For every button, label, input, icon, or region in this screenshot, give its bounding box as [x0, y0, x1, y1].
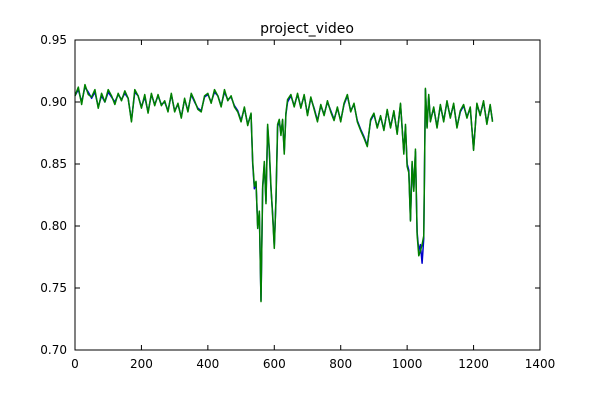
x-axis: 0 200 400 600 800 1000 1200 1400	[71, 40, 555, 371]
y-axis: 0.70 0.75 0.80 0.85 0.90 0.95	[40, 33, 540, 357]
y-tick-label: 0.75	[40, 281, 67, 295]
y-tick-label: 0.70	[40, 343, 67, 357]
y-tick-label: 0.95	[40, 33, 67, 47]
x-tick-label: 200	[130, 357, 153, 371]
x-tick-label: 1400	[525, 357, 556, 371]
x-tick-label: 400	[196, 357, 219, 371]
x-tick-label: 0	[71, 357, 79, 371]
x-tick-label: 800	[329, 357, 352, 371]
y-tick-label: 0.90	[40, 95, 67, 109]
series-line-2	[74, 83, 494, 303]
y-tick-label: 0.85	[40, 157, 67, 171]
x-tick-label: 1000	[392, 357, 423, 371]
plot-frame	[74, 39, 541, 351]
y-tick-label: 0.80	[40, 219, 67, 233]
x-tick-label: 1200	[458, 357, 489, 371]
chart-title: project_video	[260, 21, 354, 37]
x-tick-label: 600	[263, 357, 286, 371]
series-layer	[74, 83, 494, 303]
